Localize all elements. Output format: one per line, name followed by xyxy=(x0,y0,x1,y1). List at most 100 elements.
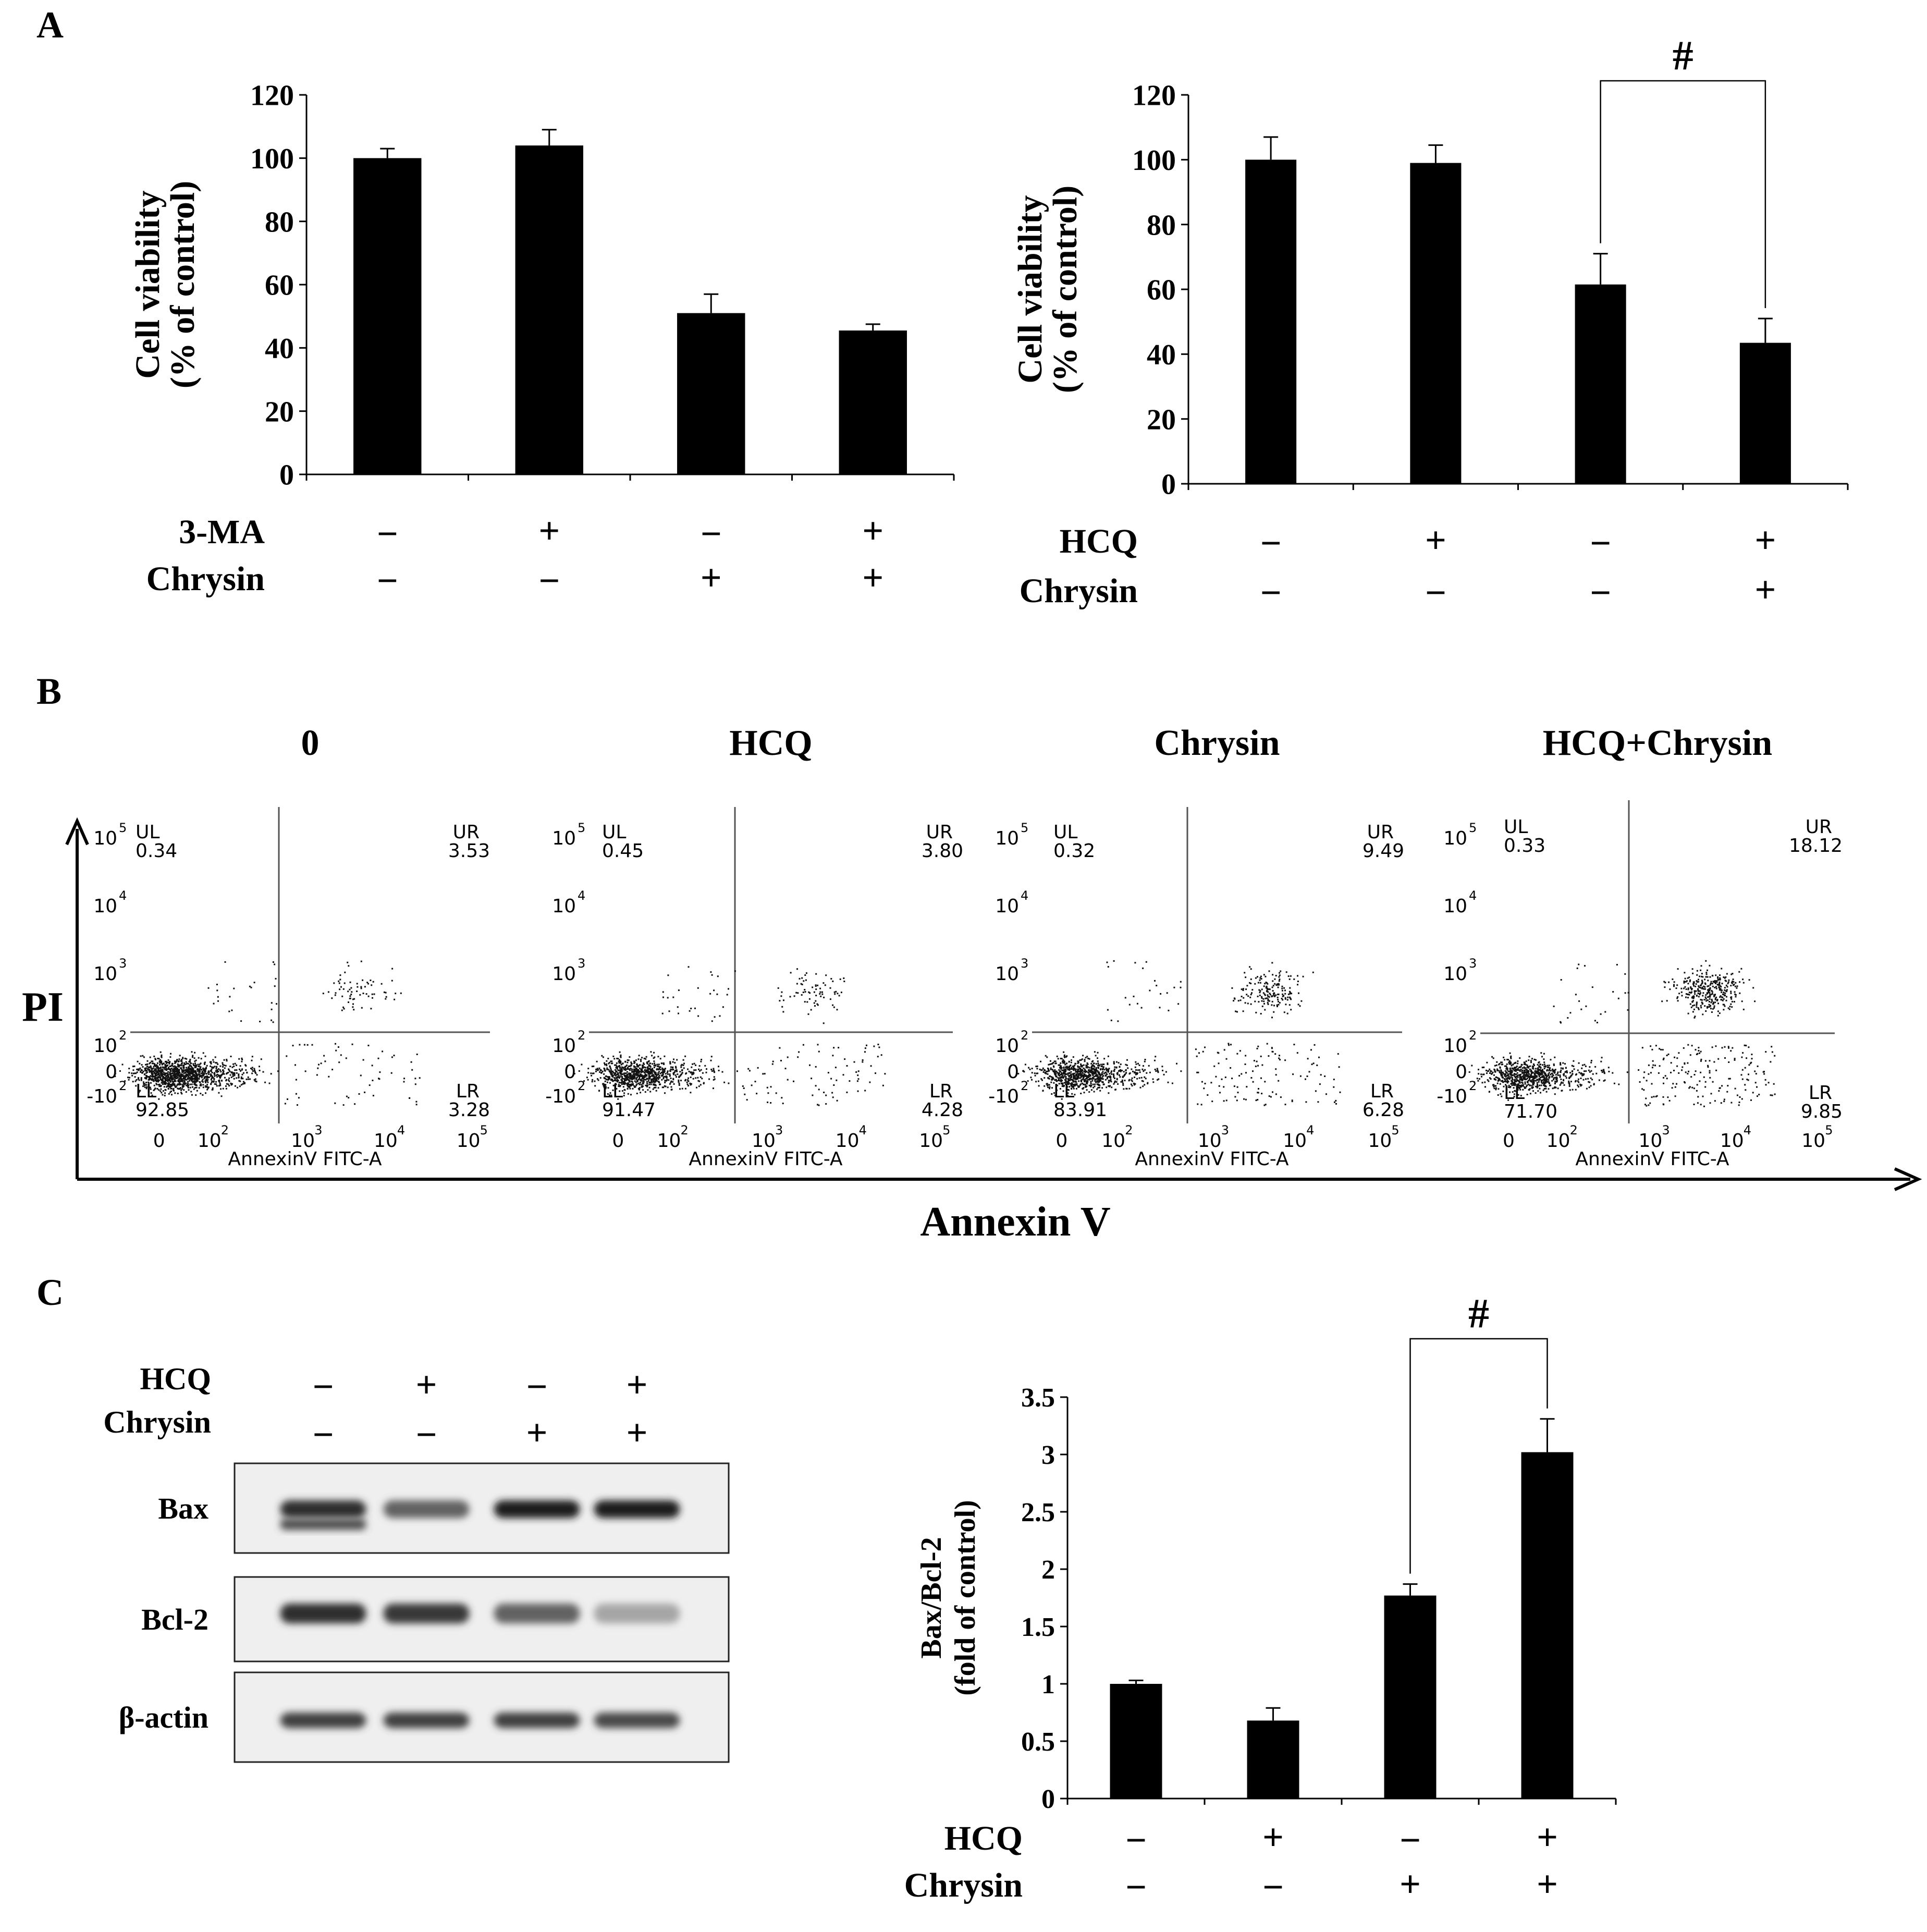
pi-axis-arrowhead xyxy=(65,817,89,846)
blot-band-3-4 xyxy=(594,1713,680,1728)
x-tick-label: 10 xyxy=(1801,1130,1825,1152)
bar-1 xyxy=(1110,1684,1162,1799)
y-axis-title-line2: (% of control) xyxy=(164,181,202,388)
y-tick-exponent: 4 xyxy=(119,888,127,903)
treatment-sign: + xyxy=(1537,1863,1558,1905)
y-tick-exponent: 2 xyxy=(1469,1079,1477,1093)
y-tick-label: 2.5 xyxy=(1021,1498,1055,1527)
treatment-sign: + xyxy=(1262,1816,1284,1858)
treatment-sign: − xyxy=(377,560,398,602)
y-tick-label: 10 xyxy=(995,963,1019,985)
flow-panel-title: 0 xyxy=(301,723,320,763)
quadrant-ur-value: 18.12 xyxy=(1789,835,1843,857)
treatment-sign: − xyxy=(1400,1819,1421,1861)
y-tick-exponent: 4 xyxy=(1021,888,1028,903)
y-tick-label: 2 xyxy=(1041,1555,1055,1585)
y-tick-label: 20 xyxy=(1147,403,1176,436)
treatment-sign: − xyxy=(1590,522,1611,564)
x-tick-label: 0 xyxy=(612,1130,624,1152)
quadrant-ll-value: 91.47 xyxy=(602,1099,656,1121)
blot-treatment-sign: − xyxy=(526,1366,547,1408)
blot-band-3-1 xyxy=(280,1713,366,1728)
blot-band-1-4 xyxy=(594,1500,680,1518)
flow-panel-title: Chrysin xyxy=(1154,723,1280,763)
flow-panel-xlabel: AnnexinV FITC-A xyxy=(1575,1148,1729,1170)
y-tick-label: 10 xyxy=(995,1035,1019,1057)
treatment-label-1: 3-MA xyxy=(179,513,265,551)
quadrant-ul-value: 0.33 xyxy=(1504,835,1545,857)
x-tick-exponent: 5 xyxy=(942,1123,950,1138)
y-tick-label: -10 xyxy=(1437,1086,1467,1107)
bar-4 xyxy=(1521,1452,1574,1799)
quadrant-lr-value: 3.28 xyxy=(448,1099,490,1121)
bar-4 xyxy=(839,330,907,474)
blot-band-1-2 xyxy=(383,1500,470,1518)
y-tick-exponent: 5 xyxy=(578,821,585,835)
blot-treatment-sign: + xyxy=(626,1364,647,1405)
y-tick-label: 10 xyxy=(552,1035,576,1057)
annexin-axis-arrowhead xyxy=(1894,1167,1922,1191)
y-tick-label: 40 xyxy=(265,333,294,365)
y-tick-label: 100 xyxy=(250,143,294,175)
blot-band-1-3 xyxy=(494,1500,580,1518)
x-tick-label: 10 xyxy=(836,1130,860,1152)
y-tick-label: -10 xyxy=(545,1086,576,1107)
blot-treatment-label-1: HCQ xyxy=(140,1362,211,1396)
quadrant-ur-name: UR xyxy=(453,822,480,843)
chart-c-right: 0 0.5 1 1.5 2 2.5 3 3.5 Bax/Bcl-2 (fold of contro… xyxy=(904,1291,1617,1908)
flow-panel-title: HCQ+Chrysin xyxy=(1543,723,1773,763)
treatment-sign: + xyxy=(862,557,883,598)
blot-treatment-sign: − xyxy=(415,1414,437,1456)
y-tick-exponent: 5 xyxy=(119,821,127,835)
quadrant-ul-name: UL xyxy=(602,822,626,843)
quadrant-ur-value: 3.80 xyxy=(922,840,963,862)
y-tick-label: 80 xyxy=(265,206,294,238)
x-tick-exponent: 3 xyxy=(314,1123,322,1138)
x-tick-label: 10 xyxy=(1198,1130,1222,1152)
x-tick-exponent: 4 xyxy=(1306,1123,1314,1138)
y-tick-label: 3 xyxy=(1041,1440,1055,1470)
bar-2 xyxy=(1410,163,1462,484)
treatment-sign: − xyxy=(377,513,398,555)
y-tick-label: 10 xyxy=(552,896,576,917)
y-tick-exponent: 3 xyxy=(119,956,127,971)
y-tick-exponent: 5 xyxy=(1021,821,1028,835)
x-tick-exponent: 5 xyxy=(480,1123,488,1138)
treatment-sign: + xyxy=(862,510,883,552)
y-tick-label: 1 xyxy=(1041,1670,1055,1699)
y-tick-label: 10 xyxy=(93,963,117,985)
x-tick-exponent: 2 xyxy=(1570,1123,1578,1138)
quadrant-lr-name: LR xyxy=(929,1081,953,1102)
y-axis-title-line1: Bax/Bcl-2 xyxy=(915,1537,948,1658)
significance-marker: # xyxy=(1673,33,1693,79)
treatment-label-2: Chrysin xyxy=(1020,572,1138,610)
x-tick-exponent: 5 xyxy=(1391,1123,1399,1138)
quadrant-ul-value: 0.32 xyxy=(1053,840,1095,862)
y-tick-exponent: 3 xyxy=(578,956,585,971)
y-tick-label: 120 xyxy=(1132,80,1176,112)
treatment-label-2: Chrysin xyxy=(146,560,265,598)
quadrant-ur-name: UR xyxy=(926,822,953,843)
x-tick-label: 10 xyxy=(1720,1130,1744,1152)
bar-3 xyxy=(677,313,745,474)
treatment-sign: + xyxy=(1537,1816,1558,1858)
x-tick-label: 10 xyxy=(291,1130,315,1152)
bar-2 xyxy=(1247,1720,1299,1799)
y-tick-label: 0 xyxy=(1455,1061,1467,1083)
y-tick-label: 10 xyxy=(93,1035,117,1057)
significance-bracket xyxy=(1409,1338,1548,1574)
blot-band-2-1 xyxy=(280,1604,366,1623)
y-tick-exponent: 2 xyxy=(1021,1079,1028,1093)
quadrant-ll-value: 71.70 xyxy=(1504,1101,1557,1122)
x-tick-label: 0 xyxy=(1055,1130,1067,1152)
y-tick-label: 10 xyxy=(1443,963,1467,985)
blot-row-label: β-actin xyxy=(119,1701,208,1734)
y-tick-exponent: 5 xyxy=(1469,821,1477,835)
y-tick-label: 0 xyxy=(1041,1784,1055,1814)
y-tick-label: 60 xyxy=(1147,274,1176,307)
y-tick-label: 10 xyxy=(1443,1035,1467,1057)
panel-label-c: C xyxy=(36,1271,64,1313)
significance-bracket xyxy=(1600,80,1766,308)
x-tick-label: 10 xyxy=(1283,1130,1307,1152)
quadrant-lr-name: LR xyxy=(456,1081,480,1102)
